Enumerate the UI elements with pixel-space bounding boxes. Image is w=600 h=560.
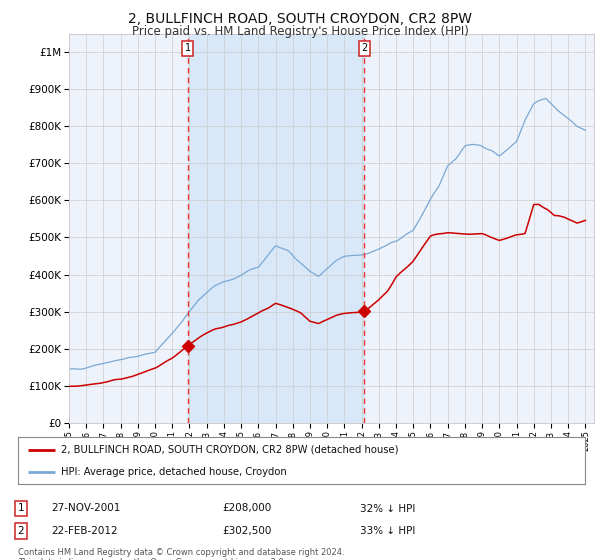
Bar [188,34,364,423]
Text: £302,500: £302,500 [222,526,271,536]
Text: 32% ↓ HPI: 32% ↓ HPI [360,503,415,514]
Text: 2: 2 [17,526,25,536]
Text: HPI: Average price, detached house, Croydon: HPI: Average price, detached house, Croy… [61,466,286,477]
Text: £208,000: £208,000 [222,503,271,514]
Text: 2: 2 [361,43,367,53]
Text: 2, BULLFINCH ROAD, SOUTH CROYDON, CR2 8PW: 2, BULLFINCH ROAD, SOUTH CROYDON, CR2 8P… [128,12,472,26]
Text: 2, BULLFINCH ROAD, SOUTH CROYDON, CR2 8PW (detached house): 2, BULLFINCH ROAD, SOUTH CROYDON, CR2 8P… [61,445,398,455]
Text: Price paid vs. HM Land Registry's House Price Index (HPI): Price paid vs. HM Land Registry's House … [131,25,469,38]
Text: 1: 1 [17,503,25,514]
Text: 1: 1 [185,43,191,53]
Text: Contains HM Land Registry data © Crown copyright and database right 2024.
This d: Contains HM Land Registry data © Crown c… [18,548,344,560]
Text: 33% ↓ HPI: 33% ↓ HPI [360,526,415,536]
Text: 27-NOV-2001: 27-NOV-2001 [51,503,121,514]
Text: 22-FEB-2012: 22-FEB-2012 [51,526,118,536]
